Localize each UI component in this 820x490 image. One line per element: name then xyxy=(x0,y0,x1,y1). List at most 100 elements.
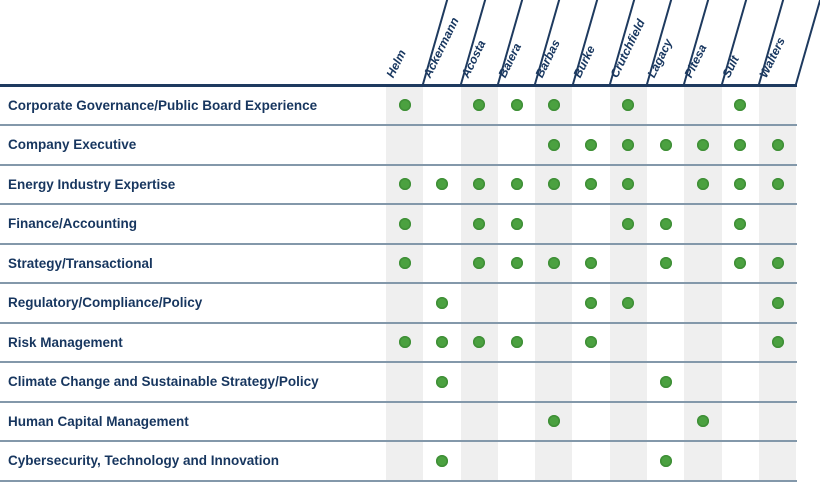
matrix-cell xyxy=(423,363,460,401)
matrix-cell xyxy=(684,245,721,283)
skill-dot-icon xyxy=(622,99,635,112)
skill-dot-icon xyxy=(659,217,672,230)
skill-dot-icon xyxy=(734,257,747,270)
matrix-cell xyxy=(386,324,423,362)
matrix-cell xyxy=(423,284,460,322)
matrix-cell xyxy=(647,245,684,283)
matrix-cell xyxy=(647,205,684,243)
skill-dot-icon xyxy=(585,336,598,349)
matrix-cell xyxy=(386,284,423,322)
matrix-cell xyxy=(610,363,647,401)
matrix-row: Climate Change and Sustainable Strategy/… xyxy=(0,363,797,403)
skill-dot-icon xyxy=(547,178,560,191)
matrix-rows: Corporate Governance/Public Board Experi… xyxy=(0,87,797,482)
matrix-cell xyxy=(535,363,572,401)
matrix-cell xyxy=(386,363,423,401)
skill-dot-icon xyxy=(585,178,598,191)
skill-dot-icon xyxy=(585,138,598,151)
skill-dot-icon xyxy=(771,257,784,270)
skill-dot-icon xyxy=(771,296,784,309)
matrix-cell xyxy=(610,403,647,441)
skill-dot-icon xyxy=(473,217,486,230)
matrix-row: Finance/Accounting xyxy=(0,205,797,245)
matrix-cell xyxy=(684,442,721,480)
matrix-cell xyxy=(423,324,460,362)
skill-dot-icon xyxy=(435,296,448,309)
matrix-cell xyxy=(498,126,535,164)
matrix-cell xyxy=(684,284,721,322)
skill-dot-icon xyxy=(659,454,672,467)
skill-dot-icon xyxy=(473,336,486,349)
matrix-cell xyxy=(498,245,535,283)
matrix-cell xyxy=(461,442,498,480)
matrix-cell xyxy=(423,166,460,204)
matrix-cell xyxy=(535,284,572,322)
row-label: Strategy/Transactional xyxy=(8,255,153,271)
skill-dot-icon xyxy=(622,178,635,191)
matrix-cell xyxy=(461,87,498,125)
row-label: Cybersecurity, Technology and Innovation xyxy=(8,453,280,469)
skill-dot-icon xyxy=(547,99,560,112)
matrix-cell xyxy=(684,126,721,164)
matrix-cell xyxy=(722,363,759,401)
skill-dot-icon xyxy=(435,178,448,191)
row-label: Finance/Accounting xyxy=(8,216,138,232)
matrix-cell xyxy=(572,324,609,362)
skill-dot-icon xyxy=(771,138,784,151)
matrix-row: Cybersecurity, Technology and Innovation xyxy=(0,442,797,482)
matrix-cell xyxy=(610,245,647,283)
skill-dot-icon xyxy=(697,138,710,151)
matrix-cell xyxy=(722,324,759,362)
matrix-cell xyxy=(610,87,647,125)
skill-dot-icon xyxy=(510,217,523,230)
matrix-cell xyxy=(535,166,572,204)
matrix-cell xyxy=(722,166,759,204)
matrix-cell xyxy=(498,205,535,243)
matrix-cell xyxy=(647,284,684,322)
matrix-cell xyxy=(647,363,684,401)
skill-dot-icon xyxy=(398,99,411,112)
matrix-cell xyxy=(498,403,535,441)
skill-dot-icon xyxy=(771,336,784,349)
matrix-cell xyxy=(572,284,609,322)
matrix-cell xyxy=(759,442,796,480)
matrix-cell xyxy=(423,245,460,283)
matrix-cell xyxy=(759,403,796,441)
skill-dot-icon xyxy=(435,336,448,349)
matrix-cell xyxy=(535,403,572,441)
skill-dot-icon xyxy=(510,99,523,112)
matrix-cell xyxy=(386,166,423,204)
matrix-cell xyxy=(461,284,498,322)
matrix-cell xyxy=(647,324,684,362)
skill-dot-icon xyxy=(734,138,747,151)
skill-dot-icon xyxy=(398,336,411,349)
skill-dot-icon xyxy=(585,257,598,270)
matrix-row: Company Executive xyxy=(0,126,797,166)
matrix-cell xyxy=(461,403,498,441)
matrix-cell xyxy=(386,87,423,125)
skill-dot-icon xyxy=(659,375,672,388)
skill-dot-icon xyxy=(585,296,598,309)
matrix-cell xyxy=(461,324,498,362)
matrix-cell xyxy=(722,403,759,441)
matrix-cell xyxy=(572,403,609,441)
matrix-cell xyxy=(498,166,535,204)
matrix-cell xyxy=(722,205,759,243)
skill-dot-icon xyxy=(435,454,448,467)
matrix-cell xyxy=(461,205,498,243)
skill-dot-icon xyxy=(659,138,672,151)
row-label: Climate Change and Sustainable Strategy/… xyxy=(8,374,319,390)
skill-dot-icon xyxy=(659,257,672,270)
skill-dot-icon xyxy=(734,217,747,230)
matrix-cell xyxy=(461,363,498,401)
matrix-cell xyxy=(461,245,498,283)
row-label: Company Executive xyxy=(8,137,137,153)
matrix-cell xyxy=(423,87,460,125)
header-divider-line xyxy=(795,0,820,85)
matrix-cell xyxy=(535,442,572,480)
matrix-cell xyxy=(498,363,535,401)
skill-dot-icon xyxy=(510,336,523,349)
matrix-row: Corporate Governance/Public Board Experi… xyxy=(0,87,797,126)
matrix-cell xyxy=(610,324,647,362)
